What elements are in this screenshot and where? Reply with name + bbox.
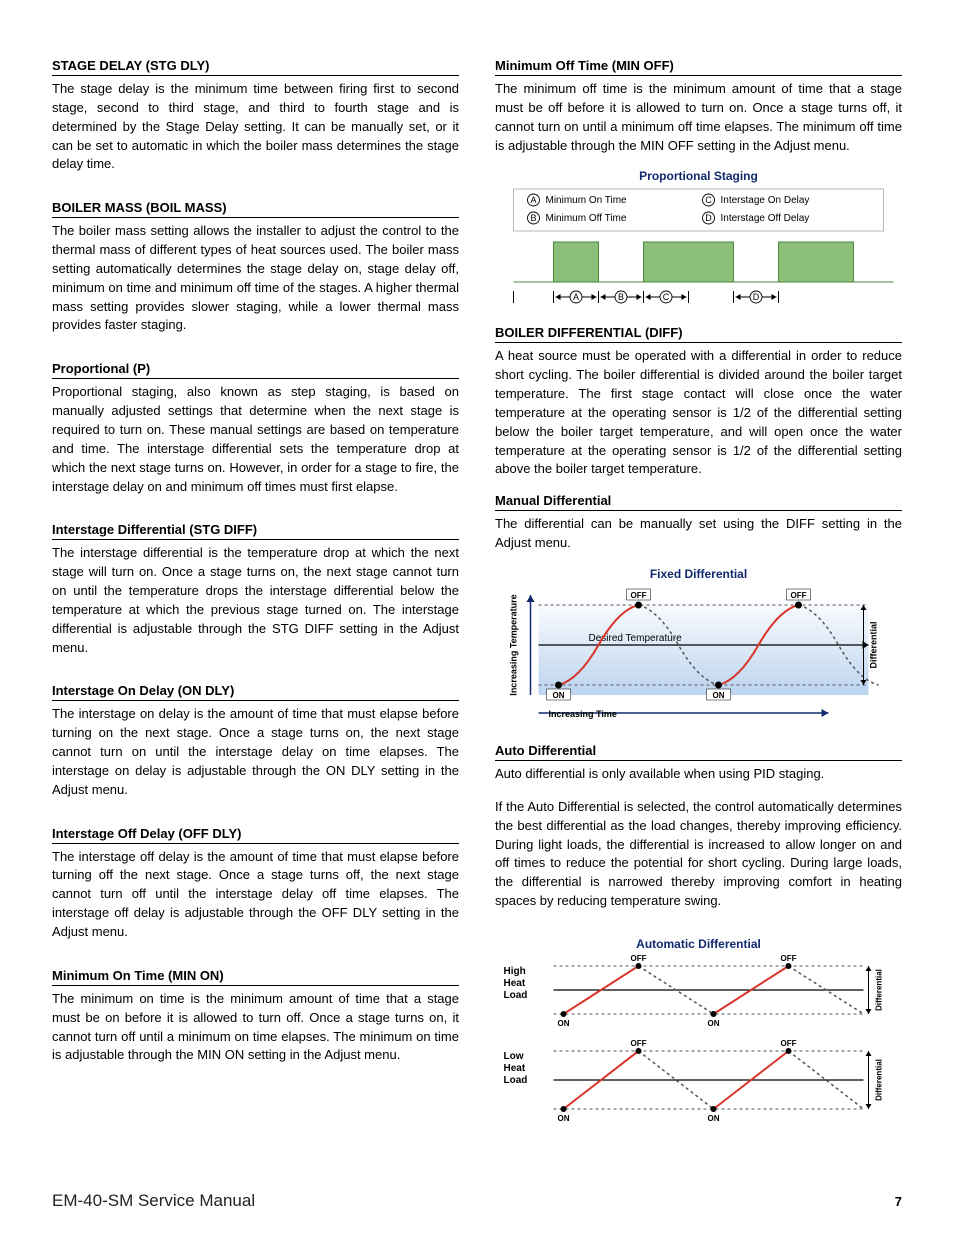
- paragraph: The boiler mass setting allows the insta…: [52, 222, 459, 335]
- svg-text:High: High: [504, 966, 526, 977]
- right-column: Minimum Off Time (MIN OFF) The minimum o…: [495, 58, 902, 1143]
- svg-text:Interstage Off Delay: Interstage Off Delay: [721, 213, 810, 224]
- footer-page-number: 7: [895, 1194, 902, 1209]
- paragraph: The interstage differential is the tempe…: [52, 544, 459, 657]
- svg-text:Differential: Differential: [875, 969, 884, 1011]
- svg-text:Interstage On Delay: Interstage On Delay: [721, 195, 810, 206]
- paragraph: The interstage on delay is the amount of…: [52, 705, 459, 799]
- svg-text:C: C: [705, 195, 712, 205]
- diagram-title-fixed-diff: Fixed Differential: [495, 567, 902, 581]
- fixed-differential-diagram: Desired TemperatureONOFFONOFFIncreasing …: [495, 585, 902, 725]
- svg-text:Low: Low: [504, 1051, 524, 1062]
- svg-text:Load: Load: [504, 990, 528, 1001]
- svg-text:Minimum On Time: Minimum On Time: [546, 195, 628, 206]
- paragraph: The interstage off delay is the amount o…: [52, 848, 459, 942]
- paragraph: The minimum on time is the minimum amoun…: [52, 990, 459, 1065]
- diagram-title-auto-diff: Automatic Differential: [495, 937, 902, 951]
- left-column: STAGE DELAY (STG DLY) The stage delay is…: [52, 58, 459, 1143]
- paragraph: If the Auto Differential is selected, th…: [495, 798, 902, 911]
- svg-text:Load: Load: [504, 1075, 528, 1086]
- heading-on-dly: Interstage On Delay (ON DLY): [52, 683, 459, 701]
- svg-text:C: C: [663, 292, 670, 302]
- svg-text:Minimum Off Time: Minimum Off Time: [546, 213, 627, 224]
- paragraph: A heat source must be operated with a di…: [495, 347, 902, 479]
- heading-proportional: Proportional (P): [52, 361, 459, 379]
- svg-text:ON: ON: [558, 1019, 570, 1028]
- proportional-staging-diagram: A Minimum On Time B Minimum Off Time C Inters…: [495, 187, 902, 307]
- svg-text:Heat: Heat: [504, 1063, 526, 1074]
- svg-text:Heat: Heat: [504, 978, 526, 989]
- svg-text:B: B: [530, 213, 536, 223]
- svg-text:ON: ON: [708, 1019, 720, 1028]
- svg-text:OFF: OFF: [781, 955, 797, 963]
- svg-text:OFF: OFF: [781, 1039, 797, 1048]
- diagram-title-prop-staging: Proportional Staging: [495, 169, 902, 183]
- heading-manual-diff: Manual Differential: [495, 493, 902, 511]
- svg-text:OFF: OFF: [791, 591, 807, 600]
- heading-stage-delay: STAGE DELAY (STG DLY): [52, 58, 459, 76]
- heading-min-on: Minimum On Time (MIN ON): [52, 968, 459, 986]
- svg-text:ON: ON: [553, 691, 565, 700]
- two-column-layout: STAGE DELAY (STG DLY) The stage delay is…: [52, 58, 902, 1143]
- footer-manual-name: EM-40-SM Service Manual: [52, 1191, 255, 1211]
- heading-stg-diff: Interstage Differential (STG DIFF): [52, 522, 459, 540]
- svg-text:A: A: [573, 292, 579, 302]
- svg-text:D: D: [705, 213, 712, 223]
- paragraph: The minimum off time is the minimum amou…: [495, 80, 902, 155]
- svg-text:A: A: [530, 195, 536, 205]
- paragraph: The differential can be manually set usi…: [495, 515, 902, 553]
- automatic-differential-diagram: ONOFFONOFFHighHeatLoadDifferentialONOFFO…: [495, 955, 902, 1125]
- heading-off-dly: Interstage Off Delay (OFF DLY): [52, 826, 459, 844]
- svg-text:Differential: Differential: [875, 1059, 884, 1101]
- svg-text:ON: ON: [708, 1114, 720, 1123]
- paragraph: Auto differential is only available when…: [495, 765, 902, 784]
- svg-text:Increasing Temperature: Increasing Temperature: [509, 594, 519, 695]
- svg-text:B: B: [618, 292, 624, 302]
- svg-text:Differential: Differential: [869, 621, 879, 668]
- paragraph: The stage delay is the minimum time betw…: [52, 80, 459, 174]
- heading-min-off: Minimum Off Time (MIN OFF): [495, 58, 902, 76]
- heading-diff: BOILER DIFFERENTIAL (DIFF): [495, 325, 902, 343]
- svg-text:D: D: [753, 292, 760, 302]
- svg-text:ON: ON: [713, 691, 725, 700]
- heading-auto-diff: Auto Differential: [495, 743, 902, 761]
- svg-text:OFF: OFF: [631, 591, 647, 600]
- svg-text:Increasing Time: Increasing Time: [549, 709, 617, 719]
- svg-text:OFF: OFF: [631, 1039, 647, 1048]
- svg-text:ON: ON: [558, 1114, 570, 1123]
- heading-boiler-mass: BOILER MASS (BOIL MASS): [52, 200, 459, 218]
- svg-text:OFF: OFF: [631, 955, 647, 963]
- page-footer: EM-40-SM Service Manual 7: [52, 1191, 902, 1211]
- paragraph: Proportional staging, also known as step…: [52, 383, 459, 496]
